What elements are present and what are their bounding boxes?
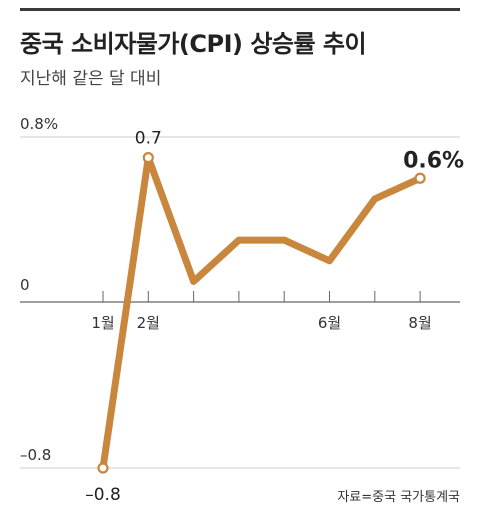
data-label-8: 0.6% (403, 148, 464, 173)
chart-title: 중국 소비자물가(CPI) 상승률 추이 (20, 30, 367, 58)
y-tick-label-1: 0 (20, 276, 30, 294)
data-label-2: 0.7 (135, 129, 162, 149)
data-point-1 (97, 462, 109, 474)
data-point-2 (142, 152, 154, 164)
y-tick-label-2: –0.8 (20, 446, 51, 464)
x-tick-label-1: 2월 (137, 314, 160, 332)
source-note: 자료=중국 국가통계국 (337, 490, 460, 505)
cpi-series-line (99, 154, 424, 472)
data-point-8 (414, 172, 426, 184)
y-tick-label-0: 0.8% (20, 115, 58, 133)
data-label-1: –0.8 (85, 485, 121, 505)
x-tick-label-0: 1월 (91, 314, 114, 332)
top-rule (20, 8, 460, 11)
chart-subtitle: 지난해 같은 달 대비 (20, 69, 162, 89)
x-tick-label-3: 8월 (408, 314, 431, 332)
x-tick-label-2: 6월 (318, 314, 341, 332)
